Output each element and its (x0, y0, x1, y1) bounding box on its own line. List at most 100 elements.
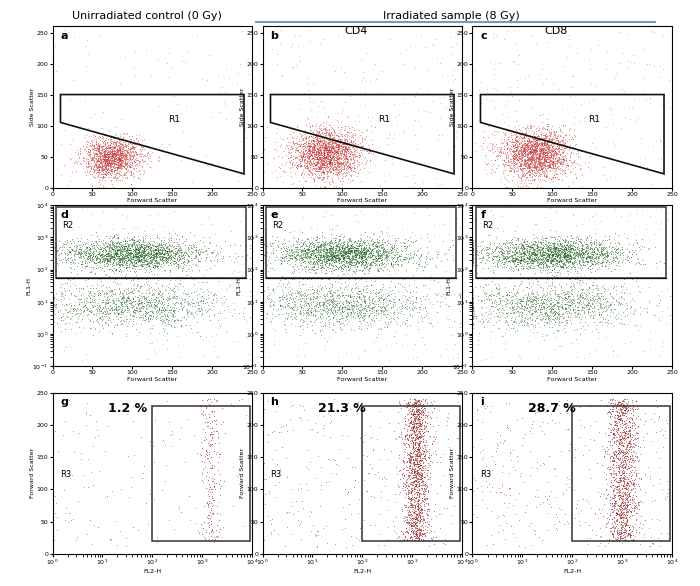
Point (318, 253, 330, 263)
Point (340, 251, 351, 261)
Point (601, 46, 612, 56)
Point (553, 137, 564, 146)
Point (316, 147, 327, 156)
Point (572, 247, 583, 257)
Point (521, 155, 532, 165)
Point (582, 299, 593, 308)
Point (328, 139, 339, 148)
Point (419, 424, 430, 433)
Point (134, 156, 146, 166)
Point (69, 281, 80, 290)
Point (580, 243, 592, 253)
Point (416, 410, 427, 419)
Point (325, 250, 336, 260)
Point (360, 305, 371, 314)
Point (410, 503, 421, 512)
Point (327, 255, 338, 264)
Point (454, 478, 465, 488)
Point (89, 244, 100, 253)
Point (76, 259, 87, 268)
Point (144, 240, 155, 249)
Point (519, 155, 530, 164)
Point (111, 540, 122, 550)
Point (596, 250, 607, 259)
Point (511, 154, 522, 163)
Point (603, 250, 614, 260)
Point (110, 250, 121, 260)
Point (540, 241, 552, 251)
Point (66, 470, 78, 479)
Point (106, 285, 118, 294)
Point (204, 456, 215, 466)
Point (158, 303, 169, 312)
Point (381, 274, 392, 283)
Point (88, 441, 99, 451)
Point (323, 149, 334, 159)
Point (549, 301, 560, 311)
Point (90, 284, 101, 293)
Point (84, 149, 95, 158)
Point (327, 248, 338, 257)
Point (519, 138, 531, 147)
Point (84, 249, 95, 258)
Point (330, 128, 341, 138)
Point (622, 520, 634, 530)
Point (141, 255, 152, 265)
Point (142, 239, 153, 248)
Point (328, 151, 339, 161)
Point (204, 263, 216, 272)
Point (113, 305, 124, 314)
Point (50, 301, 62, 311)
Point (326, 248, 337, 257)
Point (553, 302, 564, 311)
Point (415, 420, 426, 429)
Point (144, 301, 155, 310)
Point (122, 247, 134, 257)
Point (522, 152, 533, 162)
Point (543, 142, 554, 152)
Point (586, 253, 597, 263)
Point (526, 175, 538, 184)
Point (330, 233, 341, 243)
Point (529, 145, 540, 154)
Point (327, 143, 338, 152)
Point (354, 253, 365, 262)
Point (508, 158, 519, 168)
Point (325, 132, 336, 141)
Point (81, 154, 92, 163)
Point (546, 232, 557, 241)
Point (522, 173, 533, 182)
Point (615, 399, 626, 408)
Point (627, 418, 638, 427)
Text: Irradiated sample (8 Gy): Irradiated sample (8 Gy) (383, 11, 520, 21)
Point (553, 231, 564, 240)
Point (423, 454, 434, 463)
Point (108, 155, 120, 164)
Point (587, 250, 598, 260)
Point (411, 466, 422, 475)
Point (614, 475, 625, 485)
Point (297, 253, 308, 263)
Point (156, 139, 167, 148)
Point (624, 466, 636, 476)
Point (529, 304, 540, 313)
Point (567, 148, 578, 158)
Point (307, 147, 318, 156)
Point (341, 302, 352, 312)
Point (118, 258, 129, 268)
Point (73, 156, 84, 166)
Point (327, 314, 338, 323)
Point (430, 260, 441, 270)
Point (337, 524, 348, 534)
Point (377, 301, 388, 311)
Point (414, 429, 426, 438)
Point (98, 163, 109, 173)
Point (134, 243, 146, 252)
Point (363, 302, 374, 312)
Point (531, 153, 542, 162)
Point (469, 32, 480, 42)
Point (50, 247, 62, 257)
Point (568, 124, 580, 134)
Point (576, 181, 587, 190)
Point (125, 483, 136, 492)
